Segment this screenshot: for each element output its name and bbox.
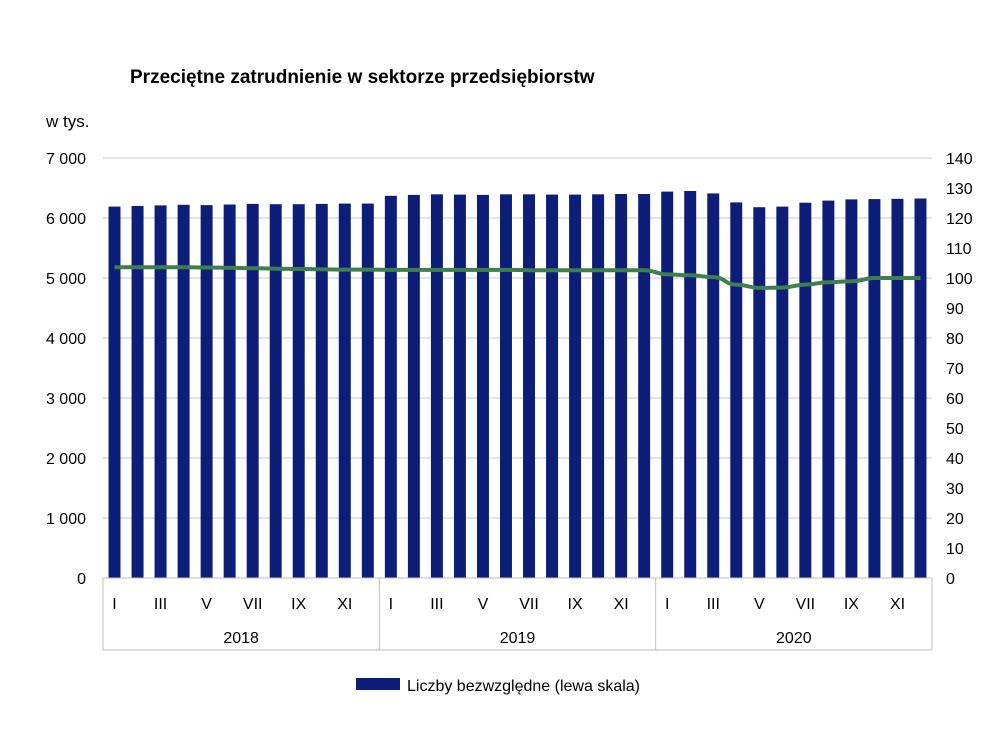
bar <box>615 194 628 578</box>
x-month-label: V <box>201 596 212 613</box>
x-month-label: III <box>154 596 167 613</box>
bar <box>453 194 466 578</box>
bar <box>914 198 927 578</box>
x-month-label: VII <box>796 596 816 613</box>
y-left-tick-label: 6 000 <box>46 211 86 228</box>
x-month-label: XI <box>614 596 629 613</box>
bar <box>707 193 720 578</box>
bar <box>569 194 582 578</box>
x-month-label: I <box>665 596 669 613</box>
y-right-tick-label: 110 <box>946 241 972 258</box>
bar <box>269 204 282 578</box>
y-right-tick-label: 90 <box>946 301 964 318</box>
bar <box>338 203 351 578</box>
x-month-label: XI <box>337 596 352 613</box>
x-month-label: III <box>430 596 443 613</box>
x-year-label: 2020 <box>776 630 812 647</box>
x-year-label: 2019 <box>500 630 536 647</box>
y-right-tick-label: 40 <box>946 451 964 468</box>
x-month-label: IX <box>291 596 306 613</box>
axes: 0 1 000 2 000 3 000 4 000 5 000 6 000 7 000 0 10 2… <box>46 151 973 651</box>
bar <box>730 202 743 578</box>
bar <box>177 204 190 579</box>
bar <box>200 205 213 578</box>
bar <box>638 194 651 578</box>
y-right-tick-label: 20 <box>946 511 964 528</box>
bar <box>523 194 536 579</box>
y-left-tick-label: 1 000 <box>46 511 86 528</box>
bar-series <box>108 191 927 579</box>
bar <box>154 205 167 578</box>
bar <box>361 203 374 578</box>
bar <box>315 203 328 578</box>
chart-title: Przeciętne zatrudnienie w sektorze przed… <box>130 67 595 88</box>
y-left-tick-label: 7 000 <box>46 151 86 168</box>
bar <box>223 204 236 578</box>
bar <box>684 191 697 578</box>
bar <box>499 194 512 579</box>
y-right-tick-label: 60 <box>946 391 964 408</box>
bar <box>845 199 858 578</box>
bar <box>430 194 443 579</box>
legend-swatch <box>356 678 400 690</box>
x-month-label: VII <box>519 596 539 613</box>
x-month-label: III <box>707 596 720 613</box>
x-month-label: V <box>478 596 489 613</box>
bar <box>546 194 559 578</box>
bar <box>384 195 397 579</box>
y-right-tick-label: 10 <box>946 541 964 558</box>
y-right-tick-label: 80 <box>946 331 964 348</box>
bar <box>246 203 259 578</box>
x-month-label: I <box>112 596 116 613</box>
bar <box>592 194 605 579</box>
y-right-tick-label: 100 <box>946 271 973 288</box>
y-left-tick-label: 3 000 <box>46 391 86 408</box>
y-right-tick-label: 0 <box>946 571 955 588</box>
bar <box>661 191 674 578</box>
bar <box>292 204 305 578</box>
bar <box>108 206 121 578</box>
bar <box>822 200 835 578</box>
y-left-tick-label: 2 000 <box>46 451 86 468</box>
x-month-label: I <box>389 596 393 613</box>
x-year-label: 2018 <box>223 630 259 647</box>
gridlines <box>103 157 932 519</box>
x-month-label: IX <box>568 596 583 613</box>
left-axis-unit: w tys. <box>45 112 89 131</box>
line-series <box>114 265 921 290</box>
bar <box>776 206 789 578</box>
y-right-tick-label: 120 <box>946 211 973 228</box>
bar <box>868 199 881 578</box>
x-month-label: V <box>754 596 765 613</box>
y-left-tick-label: 5 000 <box>46 271 86 288</box>
y-left-tick-label: 0 <box>77 571 86 588</box>
y-right-tick-label: 30 <box>946 481 964 498</box>
bar <box>407 194 420 578</box>
y-right-tick-label: 140 <box>946 151 973 168</box>
y-right-tick-label: 50 <box>946 421 964 438</box>
legend-label: Liczby bezwzględne (lewa skala) <box>407 678 640 695</box>
legend: Liczby bezwzględne (lewa skala) <box>356 678 640 695</box>
bar <box>891 198 904 579</box>
x-month-label: XI <box>890 596 905 613</box>
bar <box>799 202 812 578</box>
bar <box>131 206 144 578</box>
bar <box>753 207 766 578</box>
bar <box>476 194 489 578</box>
x-month-label: IX <box>844 596 859 613</box>
x-month-label: VII <box>243 596 263 613</box>
y-right-tick-label: 70 <box>946 361 964 378</box>
y-right-tick-label: 130 <box>946 181 973 198</box>
index-line <box>114 265 921 290</box>
y-left-tick-label: 4 000 <box>46 331 86 348</box>
